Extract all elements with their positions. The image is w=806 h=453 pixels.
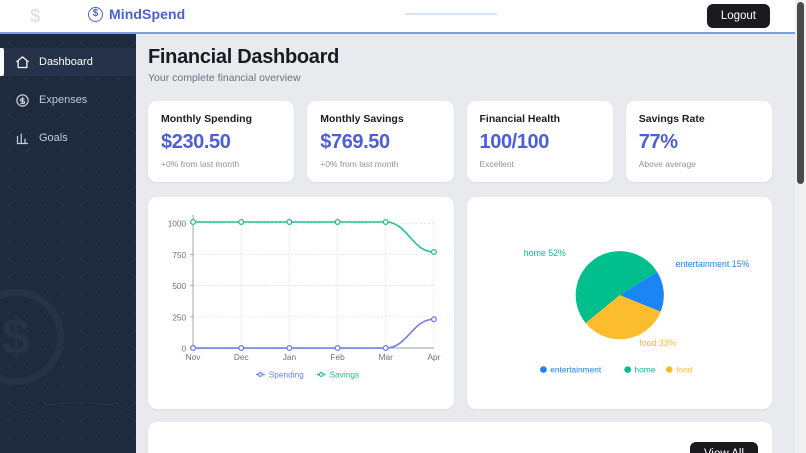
stat-note: +0% from last month	[320, 159, 399, 169]
y-tick-label: 750	[172, 250, 186, 260]
sidebar-nav: Dashboard Expenses Goals	[0, 34, 136, 152]
header-divider-line	[405, 13, 497, 15]
stat-note: Excellent	[479, 159, 515, 169]
line-series-spending	[193, 318, 434, 349]
bar-chart-icon	[16, 133, 29, 144]
stat-card-savings-rate: Savings Rate 77% Above average	[625, 101, 772, 182]
legend-label-entertainment[interactable]: entertainment	[550, 365, 602, 375]
vertical-scrollbar-track[interactable]	[795, 0, 806, 453]
x-tick-label: Dec	[234, 352, 249, 362]
data-point-savings[interactable]	[334, 219, 341, 225]
view-all-button[interactable]: View All	[689, 442, 758, 453]
legend-label-food[interactable]: food	[676, 365, 693, 375]
stat-value: 100/100	[479, 131, 550, 153]
brand-name: MindSpend	[109, 6, 186, 22]
sidebar-item-label: Expenses	[39, 94, 88, 106]
stat-label: Monthly Savings	[320, 113, 404, 125]
recent-transactions-card: View All	[148, 422, 772, 453]
line-chart-card: 0 250 500 750 1000 Nov Dec Jan Feb Mar Apr Spending…	[148, 197, 454, 409]
legend-label-home[interactable]: home	[634, 365, 655, 375]
data-point-spending[interactable]	[334, 345, 341, 352]
pie-annotation-food: food 33%	[639, 338, 676, 348]
sidebar-item-dashboard[interactable]: Dashboard	[0, 48, 136, 76]
y-tick-label: 250	[172, 312, 186, 322]
data-point-savings[interactable]	[430, 249, 437, 255]
page-title-text: Financial Dashboard	[148, 46, 340, 68]
sidebar-watermark-dollar-icon: $	[0, 289, 64, 385]
page-title: Financial Dashboard Your complete financ…	[148, 46, 772, 84]
sidebar-item-goals[interactable]: Goals	[0, 124, 136, 152]
spending-savings-line-chart[interactable]: 0 250 500 750 1000 Nov Dec Jan Feb Mar Apr Spending…	[148, 197, 454, 409]
data-point-savings[interactable]	[286, 219, 293, 225]
logout-button[interactable]: Logout	[706, 4, 770, 28]
stat-label: Savings Rate	[638, 113, 705, 125]
x-tick-label: Nov	[186, 352, 202, 362]
pie-slice-entertainment[interactable]	[619, 271, 664, 312]
pie-annotation-entertainment: entertainment 15%	[675, 259, 749, 269]
pie-slice-home[interactable]	[575, 251, 657, 324]
x-tick-label: Jan	[283, 352, 297, 362]
x-tick-label: Mar	[379, 352, 394, 362]
legend-dot-food	[665, 366, 673, 373]
brand-logo[interactable]: $ MindSpend	[88, 6, 185, 22]
stat-card-monthly-spending: Monthly Spending $230.50 +0% from last m…	[148, 101, 295, 182]
category-breakdown-pie-chart[interactable]: home 52% entertainment 15% food 33% enterta…	[467, 197, 773, 409]
x-tick-label: Feb	[330, 352, 345, 362]
data-point-spending[interactable]	[190, 345, 197, 352]
pie-slice-food[interactable]	[585, 295, 661, 340]
stat-value: $769.50	[320, 131, 390, 153]
vertical-scrollbar-thumb[interactable]	[797, 2, 804, 184]
pie-chart-card: home 52% entertainment 15% food 33% enterta…	[466, 197, 773, 409]
data-point-savings[interactable]	[190, 219, 197, 225]
topbar-watermark-dollar: $	[30, 6, 41, 27]
stat-card-financial-health: Financial Health 100/100 Excellent	[466, 101, 613, 182]
stat-note: +0% from last month	[161, 159, 240, 169]
dollar-coin-icon	[16, 93, 29, 107]
stat-value: 77%	[638, 131, 678, 153]
legend-label-savings[interactable]: Savings	[330, 369, 360, 379]
stat-label: Financial Health	[479, 113, 561, 125]
home-icon	[16, 55, 29, 68]
stat-label: Monthly Spending	[161, 113, 252, 125]
line-series-savings	[193, 221, 434, 253]
dollar-coin-icon: $	[88, 6, 103, 22]
sidebar-item-label: Goals	[39, 132, 68, 144]
sidebar-item-expenses[interactable]: Expenses	[0, 86, 136, 114]
legend-label-spending[interactable]: Spending	[269, 369, 305, 379]
data-point-spending[interactable]	[430, 316, 437, 323]
data-point-spending[interactable]	[382, 345, 389, 352]
legend-marker-dot	[318, 372, 324, 377]
y-tick-label: 500	[172, 281, 186, 291]
page-subtitle-text: Your complete financial overview	[148, 72, 301, 84]
legend-dot-entertainment	[539, 366, 547, 373]
top-bar: $ $ MindSpend Logout	[0, 0, 806, 34]
stat-card-monthly-savings: Monthly Savings $769.50 +0% from last mo…	[307, 101, 454, 182]
legend-dot-home	[623, 366, 631, 373]
pie-annotation-home: home 52%	[523, 248, 565, 258]
data-point-spending[interactable]	[238, 345, 245, 352]
data-point-spending[interactable]	[286, 345, 293, 352]
stat-value: $230.50	[161, 131, 231, 153]
legend-marker-dot	[257, 372, 263, 377]
y-tick-label: 1000	[168, 219, 187, 229]
sidebar-item-label: Dashboard	[39, 56, 93, 68]
sidebar: $ Dashboard Expenses Goals	[0, 34, 136, 453]
data-point-savings[interactable]	[238, 219, 245, 225]
stat-card-row: Monthly Spending $230.50 +0% from last m…	[148, 101, 772, 182]
stat-note: Above average	[638, 159, 696, 169]
x-tick-label: Apr	[427, 352, 440, 362]
chart-row: 0 250 500 750 1000 Nov Dec Jan Feb Mar Apr Spending…	[148, 197, 772, 409]
data-point-savings[interactable]	[382, 219, 389, 225]
y-tick-label: 0	[182, 343, 187, 353]
main-content: Financial Dashboard Your complete financ…	[136, 34, 806, 453]
